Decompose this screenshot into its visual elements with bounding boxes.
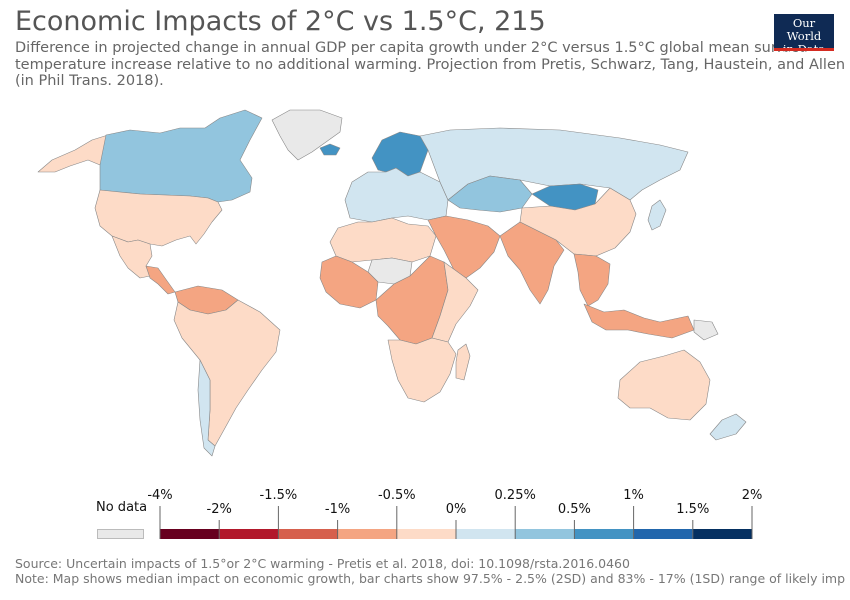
legend-bin[interactable] — [456, 529, 516, 539]
legend-tick-label: 0.5% — [558, 502, 591, 517]
legend-bin[interactable] — [633, 529, 693, 539]
legend-tick-label: -1.5% — [260, 488, 298, 503]
legend-no-data-swatch[interactable] — [97, 529, 144, 539]
region-greenland[interactable] — [271, 109, 343, 161]
region-chile[interactable] — [197, 359, 216, 457]
legend-no-data-label: No data — [96, 500, 148, 515]
legend-tick-label: 0.25% — [495, 488, 536, 503]
source-note: Source: Uncertain impacts of 1.5°or 2°C … — [15, 556, 630, 571]
legend-bin[interactable] — [160, 529, 220, 539]
subtitle-line: Difference in projected change in annual… — [15, 40, 808, 56]
region-southern-africa[interactable] — [387, 337, 457, 403]
owid-logo[interactable]: Our World in Data — [774, 14, 834, 56]
chart-subtitle: Difference in projected change in annual… — [15, 40, 845, 90]
region-new-zealand[interactable] — [709, 413, 747, 441]
region-kazakhstan[interactable] — [447, 175, 533, 213]
region-india[interactable] — [499, 221, 565, 305]
legend-bin[interactable] — [692, 529, 752, 539]
legend-tick-label: -0.5% — [378, 488, 416, 503]
legend-tick-label: 0% — [446, 502, 467, 517]
logo-line: Our World — [786, 16, 822, 43]
region-middle-east[interactable] — [427, 215, 501, 279]
region-papua-new-guinea[interactable] — [693, 319, 719, 341]
chart-title: Economic Impacts of 2°C vs 1.5°C, 215 — [15, 6, 546, 37]
region-iceland[interactable] — [319, 143, 341, 156]
legend-tick-label: 2% — [742, 488, 763, 503]
legend-tick-label: -1% — [325, 502, 350, 517]
legend-bin[interactable] — [515, 529, 575, 539]
legend-tick-label: -2% — [207, 502, 232, 517]
subtitle-line: (in Phil Trans. 2018). — [15, 73, 164, 89]
legend-tick-label: 1.5% — [676, 502, 709, 517]
legend-bin[interactable] — [278, 529, 338, 539]
legend-tick-label: -4% — [147, 488, 172, 503]
region-madagascar[interactable] — [455, 343, 471, 381]
subtitle-line: temperature increase relative to no addi… — [15, 56, 846, 73]
region-southeast-asia[interactable] — [573, 253, 611, 307]
legend-bin[interactable] — [574, 529, 634, 539]
legend-bin[interactable] — [219, 529, 279, 539]
region-japan[interactable] — [647, 199, 667, 231]
method-note: Note: Map shows median impact on economi… — [15, 571, 846, 586]
region-australia[interactable] — [617, 349, 711, 421]
legend-bin[interactable] — [337, 529, 397, 539]
legend-bin[interactable] — [396, 529, 456, 539]
region-central-america[interactable] — [145, 265, 176, 295]
footer: Source: Uncertain impacts of 1.5°or 2°C … — [15, 556, 845, 586]
legend-tick-label: 1% — [623, 488, 644, 503]
